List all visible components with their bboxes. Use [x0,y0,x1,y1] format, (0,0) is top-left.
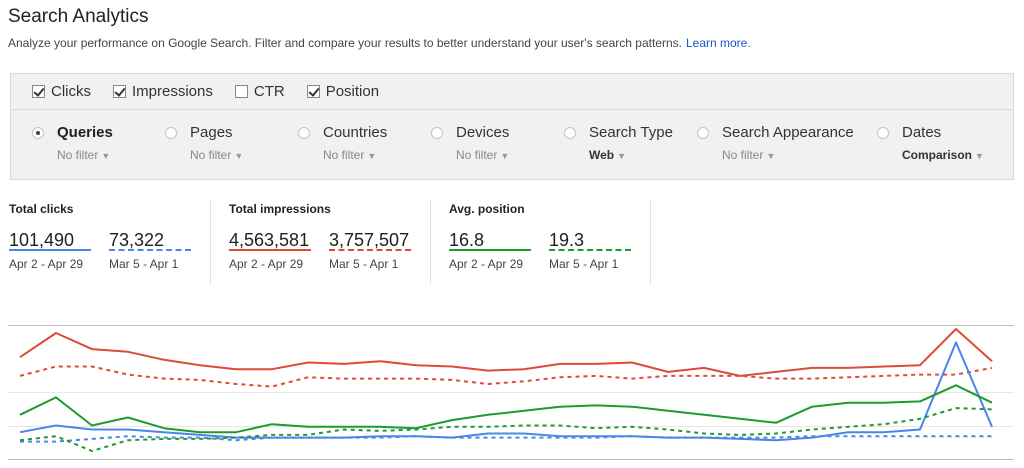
caret-down-icon: ▼ [367,151,377,161]
series-line [19,384,993,434]
impressions-checkbox[interactable]: Impressions [113,83,213,100]
stat-previous: 3,757,507 Mar 5 - Apr 1 [329,230,413,271]
dimension-label: Queries [57,124,113,141]
stat-value: 19.3 [549,230,585,250]
radio-icon[interactable] [564,127,576,139]
filter-value: Web [589,148,615,162]
stat-divider [650,200,651,284]
queries-filter-dropdown[interactable]: No filter ▼ [57,148,110,162]
metric-checkbox-row: Clicks Impressions CTR Position [11,74,1013,110]
stat-value: 4,563,581 [229,230,310,250]
page-title: Search Analytics [8,6,149,27]
position-checkbox-label: Position [325,83,380,100]
radio-icon[interactable] [697,127,709,139]
dimension-label: Search Type [589,124,673,141]
checkbox-icon[interactable] [234,85,248,98]
stat-divider [430,200,431,284]
checkbox-icon[interactable] [32,85,45,98]
radio-icon[interactable] [165,127,177,139]
stat-date-range: Apr 2 - Apr 29 [229,257,304,271]
dates-filter-dropdown[interactable]: Comparison ▼ [902,148,984,162]
stat-title: Total impressions [229,202,331,216]
caret-down-icon: ▼ [766,151,776,161]
dimension-label: Pages [190,124,233,141]
legend-line-solid [9,249,91,251]
total-clicks-stat: Total clicks 101,490 Apr 2 - Apr 29 73,3… [9,200,209,284]
clicks-checkbox[interactable]: Clicks [32,83,91,100]
stat-current: 16.8 Apr 2 - Apr 29 [449,230,533,271]
dimension-label: Countries [323,124,388,141]
series-line [19,365,993,388]
stat-previous: 73,322 Mar 5 - Apr 1 [109,230,193,271]
radio-icon[interactable] [431,127,443,139]
filter-value: No filter [323,148,365,162]
stat-value: 101,490 [9,230,75,250]
series-line [19,328,993,377]
total-impressions-stat: Total impressions 4,563,581 Apr 2 - Apr … [229,200,429,284]
stat-value: 3,757,507 [329,230,410,250]
dimension-label: Devices [456,124,510,141]
filter-value: No filter [190,148,232,162]
position-checkbox[interactable]: Position [306,83,380,100]
stat-date-range: Mar 5 - Apr 1 [109,257,179,271]
legend-line-solid [449,249,531,251]
dimension-label: Dates [902,124,942,141]
learn-more-link[interactable]: Learn more. [685,36,751,50]
impressions-checkbox-label: Impressions [132,83,213,100]
series-line [19,341,993,442]
stat-title: Avg. position [449,202,525,216]
ctr-checkbox[interactable]: CTR [234,83,285,100]
performance-line-chart [8,323,1014,463]
filter-value: No filter [722,148,764,162]
checkbox-icon[interactable] [306,85,320,98]
filter-panel: Clicks Impressions CTR Position Queries … [10,73,1014,180]
stat-date-range: Mar 5 - Apr 1 [329,257,399,271]
search-type-filter-dropdown[interactable]: Web ▼ [589,148,626,162]
stat-previous: 19.3 Mar 5 - Apr 1 [549,230,633,271]
countries-filter-dropdown[interactable]: No filter ▼ [323,148,376,162]
dimension-radio-row: Queries No filter ▼ Pages No filter ▼ Coun… [11,110,1013,180]
stat-current: 4,563,581 Apr 2 - Apr 29 [229,230,313,271]
pages-filter-dropdown[interactable]: No filter ▼ [190,148,243,162]
caret-down-icon: ▼ [500,151,510,161]
ctr-checkbox-label: CTR [253,83,285,100]
avg-position-stat: Avg. position 16.8 Apr 2 - Apr 29 19.3 M… [449,200,649,284]
caret-down-icon: ▼ [234,151,244,161]
series-line [19,407,993,452]
series-line [20,435,992,443]
filter-value: Comparison [902,148,973,162]
legend-line-dashed [549,249,631,251]
radio-icon[interactable] [32,127,44,139]
legend-line-dashed [109,249,191,251]
caret-down-icon: ▼ [617,151,627,161]
stat-date-range: Apr 2 - Apr 29 [9,257,84,271]
stats-summary: Total clicks 101,490 Apr 2 - Apr 29 73,3… [0,200,1024,290]
radio-icon[interactable] [298,127,310,139]
stat-date-range: Mar 5 - Apr 1 [549,257,619,271]
legend-line-dashed [329,249,411,251]
search-appearance-filter-dropdown[interactable]: No filter ▼ [722,148,775,162]
stat-current: 101,490 Apr 2 - Apr 29 [9,230,93,271]
stat-divider [210,200,211,284]
dimension-label: Search Appearance [722,124,854,141]
clicks-checkbox-label: Clicks [51,83,91,100]
legend-line-solid [229,249,311,251]
caret-down-icon: ▼ [101,151,111,161]
checkbox-icon[interactable] [113,85,126,98]
line-chart-svg [8,325,1014,460]
page-description: Analyze your performance on Google Searc… [8,36,751,50]
stat-title: Total clicks [9,202,74,216]
devices-filter-dropdown[interactable]: No filter ▼ [456,148,509,162]
description-text: Analyze your performance on Google Searc… [8,36,682,50]
stat-date-range: Apr 2 - Apr 29 [449,257,524,271]
caret-down-icon: ▼ [975,151,984,161]
stat-value: 73,322 [109,230,165,250]
filter-value: No filter [57,148,99,162]
stat-value: 16.8 [449,230,485,250]
radio-icon[interactable] [877,127,889,139]
filter-value: No filter [456,148,498,162]
